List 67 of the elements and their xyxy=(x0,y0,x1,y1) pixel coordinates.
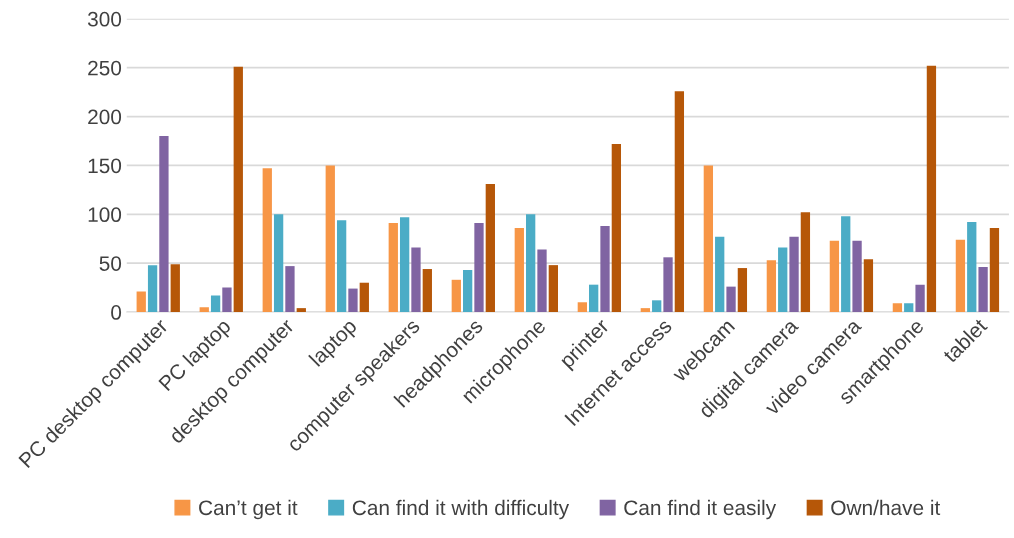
bar xyxy=(136,291,146,313)
bar xyxy=(233,66,243,313)
bar xyxy=(904,303,914,313)
bar xyxy=(526,214,536,313)
bar xyxy=(703,165,714,313)
bar xyxy=(273,214,284,313)
bar xyxy=(474,223,484,313)
y-tick-label: 50 xyxy=(99,256,122,271)
bar xyxy=(222,287,232,313)
bar xyxy=(663,257,673,313)
bar xyxy=(967,222,977,313)
bar xyxy=(841,216,851,313)
bar xyxy=(715,236,725,313)
bar xyxy=(640,308,650,313)
bar xyxy=(170,264,180,313)
bar xyxy=(348,288,358,313)
bar xyxy=(359,282,369,313)
y-tick-label: 150 xyxy=(88,158,122,174)
bar xyxy=(789,236,799,313)
bar xyxy=(296,308,306,313)
legend-label: Own/have it xyxy=(831,499,941,516)
bar xyxy=(611,143,622,313)
y-tick-label: 0 xyxy=(111,305,122,320)
bar xyxy=(399,217,410,313)
bar xyxy=(451,279,461,313)
bar xyxy=(892,303,903,313)
bar xyxy=(989,227,1000,313)
bar xyxy=(388,223,398,313)
bar xyxy=(915,284,925,313)
bar xyxy=(766,260,777,313)
bar xyxy=(548,265,558,313)
bar xyxy=(737,268,748,313)
bar xyxy=(463,270,473,313)
bar xyxy=(147,265,158,313)
bar xyxy=(336,220,347,313)
bar xyxy=(652,300,662,313)
bar xyxy=(978,267,988,313)
y-tick-label: 300 xyxy=(87,11,122,27)
y-tick-label: 200 xyxy=(88,109,122,125)
bar xyxy=(159,136,169,313)
legend-label: Can find it easily xyxy=(624,499,777,520)
bar xyxy=(829,240,840,313)
bar xyxy=(210,295,221,313)
bar xyxy=(262,168,272,313)
bar xyxy=(411,247,421,313)
bar xyxy=(800,212,811,313)
bar xyxy=(852,240,862,313)
bar xyxy=(199,307,209,313)
bar xyxy=(778,247,788,313)
bar xyxy=(325,165,335,313)
bar xyxy=(926,65,937,313)
bar xyxy=(485,184,495,313)
bar xyxy=(955,239,966,313)
bar xyxy=(285,266,295,313)
bar xyxy=(600,226,610,313)
bar xyxy=(589,284,599,313)
legend-label: Can find it with difficulty xyxy=(352,499,570,520)
y-tick-label: 250 xyxy=(88,60,122,76)
bar xyxy=(674,91,685,313)
bar xyxy=(514,227,524,313)
legend-label: Can’t get it xyxy=(199,499,298,520)
bar xyxy=(537,249,547,313)
bar xyxy=(726,286,736,313)
bar xyxy=(863,259,874,313)
bar xyxy=(422,269,432,313)
bar xyxy=(577,302,587,313)
y-tick-label: 100 xyxy=(88,207,122,223)
